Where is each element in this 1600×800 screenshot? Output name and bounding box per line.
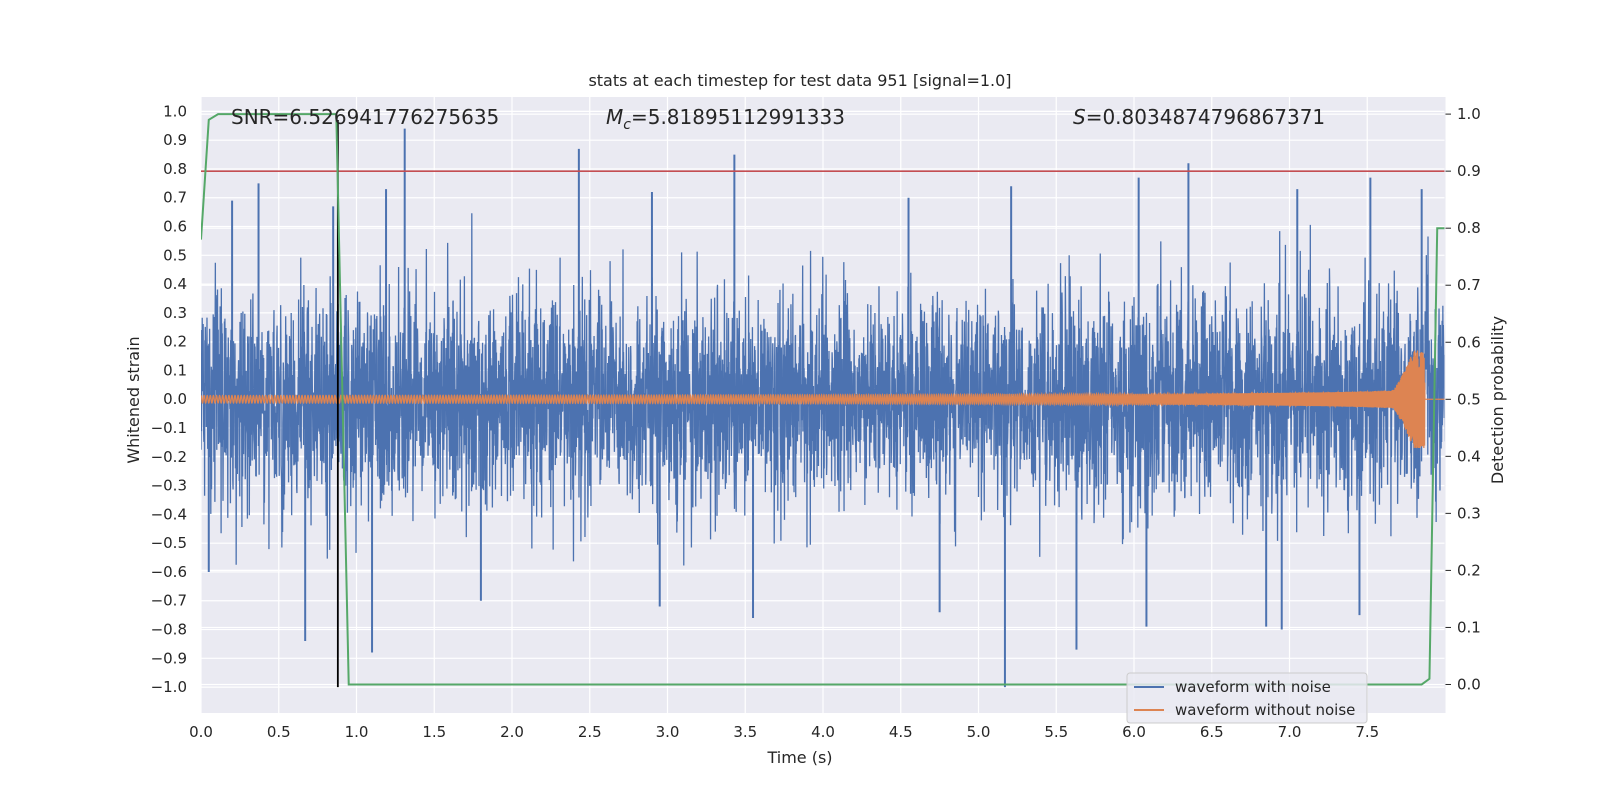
x-tick-label: 0.0 xyxy=(189,723,213,741)
y-tick-label: −0.9 xyxy=(151,649,187,667)
y-tick-label: −0.1 xyxy=(151,419,187,437)
x-tick-label: 5.0 xyxy=(967,723,991,741)
series-waveform-without-noise xyxy=(201,350,1445,449)
x-tick-label: 6.5 xyxy=(1200,723,1224,741)
x-tick-label: 7.5 xyxy=(1355,723,1379,741)
mc-symbol: M xyxy=(606,105,623,129)
y-tick-label: 0.2 xyxy=(163,333,187,351)
y2-tick-label: 0.6 xyxy=(1457,333,1481,351)
mc-subscript: c xyxy=(623,117,631,133)
x-axis-ticks: 0.0 0.5 1.0 1.5 2.0 2.5 3.0 3.5 4.0 4.5 5.0 5.5 6.0 6… xyxy=(189,723,1379,741)
y-tick-label: −0.5 xyxy=(151,534,187,552)
y-tick-label: −0.6 xyxy=(151,563,187,581)
series-detection-probability xyxy=(201,113,1445,686)
x-tick-label: 1.0 xyxy=(345,723,369,741)
s-value: =0.8034874796867371 xyxy=(1086,105,1325,129)
x-tick-label: 0.5 xyxy=(267,723,291,741)
snr-annotation: SNR=6.526941776275635 xyxy=(231,105,499,129)
y-tick-label: 0.6 xyxy=(163,218,187,236)
x-tick-label: 4.5 xyxy=(889,723,913,741)
y-tick-label: 0.9 xyxy=(163,131,187,149)
legend-box xyxy=(1126,672,1368,724)
y2-tick-label: 0.8 xyxy=(1457,219,1481,237)
mc-annotation: Mc=5.81895112991333 xyxy=(606,105,845,133)
y2-tick-label: 0.2 xyxy=(1457,561,1481,579)
plot-content xyxy=(201,113,1445,688)
y2-axis-ticks: 0.0 0.1 0.2 0.3 0.4 0.5 0.6 0.7 0.8 0.9 1.0 xyxy=(1444,97,1481,713)
x-tick-label: 5.5 xyxy=(1044,723,1068,741)
x-tick-label: 6.0 xyxy=(1122,723,1146,741)
y2-tick-label: 0.7 xyxy=(1457,276,1481,294)
y-tick-label: 1.0 xyxy=(163,102,187,120)
y-tick-label: −1.0 xyxy=(151,678,187,696)
y2-tick-label: 0.4 xyxy=(1457,447,1481,465)
y-tick-label: 0.0 xyxy=(163,390,187,408)
x-tick-label: 2.0 xyxy=(500,723,524,741)
y2-tick-label: 1.0 xyxy=(1457,105,1481,123)
y2-tick-label: 0.1 xyxy=(1457,618,1481,636)
y2-axis-label: Detection probability xyxy=(1488,316,1507,484)
y-tick-label: 0.1 xyxy=(163,361,187,379)
y-axis-ticks: −1.0 −0.9 −0.8 −0.7 −0.6 −0.5 −0.4 −0.3 −0.2 −0.1… xyxy=(151,102,187,696)
y-tick-label: 0.8 xyxy=(163,160,187,178)
x-tick-label: 2.5 xyxy=(578,723,602,741)
y-tick-label: 0.4 xyxy=(163,275,187,293)
y2-tick-label: 0.0 xyxy=(1457,675,1481,693)
y-tick-label: −0.8 xyxy=(151,621,187,639)
y-tick-label: 0.3 xyxy=(163,304,187,322)
noise-spikes xyxy=(207,128,1423,688)
s-symbol: S xyxy=(1073,105,1086,129)
legend-label-clean: waveform without noise xyxy=(1175,701,1355,719)
y2-tick-label: 0.3 xyxy=(1457,504,1481,522)
x-axis-label: Time (s) xyxy=(766,748,832,767)
y-tick-label: −0.3 xyxy=(151,477,187,495)
y-tick-label: 0.5 xyxy=(163,246,187,264)
y-axis-label: Whitened strain xyxy=(124,336,143,463)
y-tick-label: 0.7 xyxy=(163,189,187,207)
y-tick-label: −0.4 xyxy=(151,505,187,523)
x-tick-label: 3.5 xyxy=(733,723,757,741)
y-tick-label: −0.2 xyxy=(151,448,187,466)
mc-value: =5.81895112991333 xyxy=(631,105,845,129)
x-tick-label: 4.0 xyxy=(811,723,835,741)
y-tick-label: −0.7 xyxy=(151,592,187,610)
y2-tick-label: 0.5 xyxy=(1457,390,1481,408)
legend: waveform with noise waveform without noi… xyxy=(1126,672,1368,724)
x-tick-label: 1.5 xyxy=(422,723,446,741)
x-tick-label: 3.0 xyxy=(656,723,680,741)
s-annotation: S=0.8034874796867371 xyxy=(1073,105,1325,129)
x-tick-label: 7.0 xyxy=(1278,723,1302,741)
legend-label-noise: waveform with noise xyxy=(1175,678,1331,696)
y2-tick-label: 0.9 xyxy=(1457,162,1481,180)
chart-title: stats at each timestep for test data 951… xyxy=(588,71,1011,90)
series-waveform-with-noise xyxy=(201,213,1445,566)
